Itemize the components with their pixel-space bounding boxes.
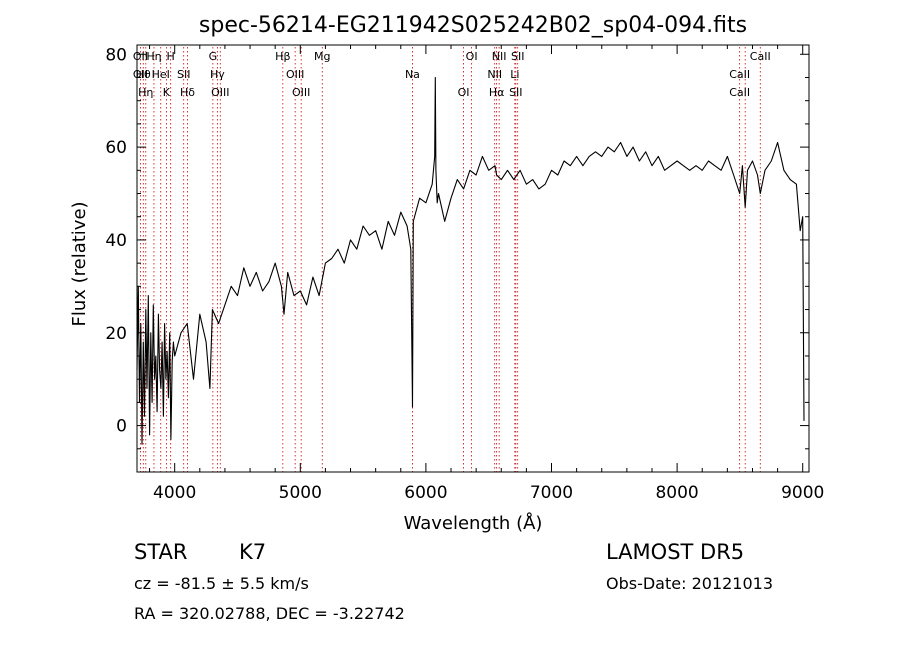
line-marker-label: Hγ <box>210 68 225 81</box>
line-marker-label: OI <box>466 50 478 63</box>
x-tick-label: 9000 <box>781 483 824 503</box>
line-markers <box>139 47 761 472</box>
line-marker-label: SII <box>177 68 190 81</box>
observation-date: Obs-Date: 20121013 <box>606 574 774 593</box>
line-marker-label: Hδ <box>180 86 195 99</box>
chart-title: spec-56214-EG211942S025242B02_sp04-094.f… <box>199 13 747 38</box>
x-axis-ticks: 4000 5000 6000 7000 8000 9000 <box>149 45 824 503</box>
object-class: STAR <box>134 540 188 564</box>
line-marker-label: CaII <box>750 50 771 63</box>
spectral-subclass: K7 <box>239 540 267 564</box>
line-marker-label: Li <box>510 68 519 81</box>
line-marker-label: SII <box>509 86 522 99</box>
line-marker-label: OIII <box>292 86 310 99</box>
line-marker-label: Hθ <box>136 68 151 81</box>
line-marker-label: Hβ <box>275 50 290 63</box>
line-marker-label: NII <box>492 50 507 63</box>
line-marker-labels: OIIOIIHθHηHηHeIKHSIIHδGHγOIIIHβOIIIOIIIM… <box>133 50 771 99</box>
x-tick-label: 5000 <box>279 483 322 503</box>
plot-frame <box>136 44 810 473</box>
line-marker-label: OIII <box>211 86 229 99</box>
line-marker-label: HeI <box>152 68 170 81</box>
line-marker-label: OI <box>458 86 470 99</box>
line-marker-label: CaII <box>729 68 750 81</box>
line-marker-label: CaII <box>729 86 750 99</box>
y-axis-ticks: 0 20 40 60 80 <box>105 45 809 473</box>
y-axis-label: Flux (relative) <box>69 201 90 326</box>
y-tick-label: 40 <box>105 231 127 251</box>
x-axis-label: Wavelength (Å) <box>404 512 543 534</box>
line-marker-label: Hη <box>138 86 153 99</box>
line-marker-label: Na <box>405 68 420 81</box>
line-marker-label: OIII <box>286 68 304 81</box>
line-marker-label: Mg <box>314 50 330 63</box>
y-tick-label: 20 <box>105 324 127 344</box>
line-marker-label: K <box>163 86 171 99</box>
y-tick-label: 60 <box>105 138 127 158</box>
coordinates: RA = 320.02788, DEC = -3.22742 <box>134 604 405 623</box>
spectrum-line <box>136 76 805 445</box>
x-tick-label: 7000 <box>530 483 573 503</box>
redshift-value: cz = -81.5 ± 5.5 km/s <box>134 574 309 593</box>
x-tick-label: 6000 <box>404 483 447 503</box>
x-tick-label: 4000 <box>153 483 196 503</box>
line-marker-label: Hα <box>489 86 505 99</box>
line-marker-label: SII <box>511 50 524 63</box>
x-tick-label: 8000 <box>655 483 698 503</box>
line-marker-label: G <box>209 50 218 63</box>
line-marker-label: H <box>167 50 175 63</box>
line-marker-label: NII <box>487 68 502 81</box>
y-tick-label: 0 <box>116 417 127 437</box>
y-tick-label: 80 <box>105 45 127 65</box>
line-marker-label: Hη <box>146 50 161 63</box>
survey-name: LAMOST DR5 <box>606 540 745 564</box>
